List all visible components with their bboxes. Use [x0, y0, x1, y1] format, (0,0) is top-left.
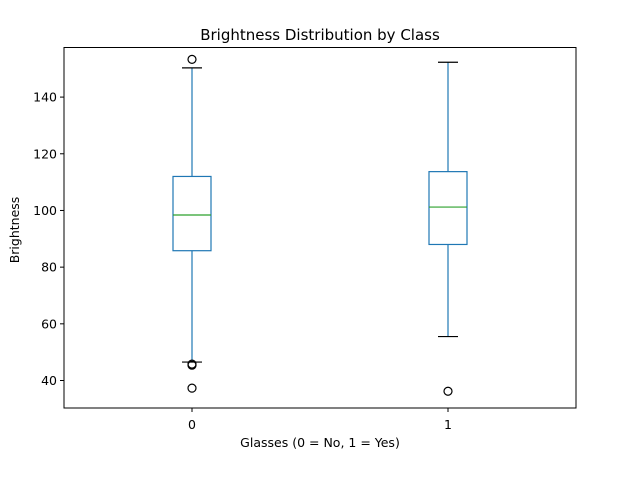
plot-area — [172, 54, 468, 396]
y-axis: 40 60 80 100 120 140 — [33, 90, 64, 388]
y-axis-label: Brightness — [7, 197, 22, 264]
y-tick-label: 120 — [33, 146, 57, 161]
chart-title: Brightness Distribution by Class — [200, 26, 440, 44]
x-axis-label: Glasses (0 = No, 1 = Yes) — [240, 435, 400, 450]
outlier-point — [443, 386, 453, 396]
box-group-0 — [172, 54, 212, 393]
outlier-point — [187, 360, 197, 370]
y-tick-label: 60 — [41, 316, 57, 331]
y-tick-label: 100 — [33, 203, 57, 218]
y-tick-label: 40 — [41, 373, 57, 388]
y-tick-label: 140 — [33, 90, 57, 105]
outlier-point — [187, 383, 197, 393]
outlier-point — [187, 54, 197, 65]
y-tick-label: 80 — [41, 260, 57, 275]
box-group-1 — [428, 61, 468, 396]
x-tick-label: 0 — [188, 417, 196, 432]
x-tick-label: 1 — [444, 417, 452, 432]
iqr-box — [428, 171, 468, 246]
axes-frame — [63, 47, 577, 409]
iqr-box — [172, 175, 212, 252]
